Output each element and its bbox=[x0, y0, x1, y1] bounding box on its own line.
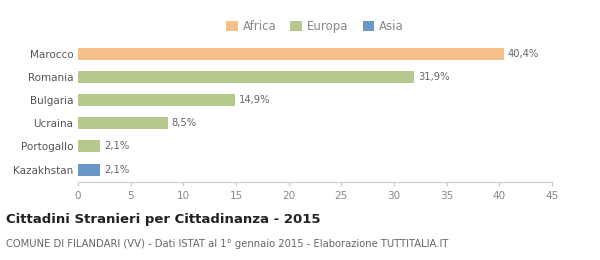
Text: 40,4%: 40,4% bbox=[508, 49, 539, 59]
Legend: Africa, Europa, Asia: Africa, Europa, Asia bbox=[226, 20, 404, 33]
Text: 2,1%: 2,1% bbox=[104, 141, 130, 152]
Bar bbox=[78, 48, 503, 60]
Bar bbox=[78, 140, 100, 153]
Bar bbox=[78, 164, 100, 176]
Bar bbox=[78, 94, 235, 106]
Text: 2,1%: 2,1% bbox=[104, 165, 130, 175]
Text: Cittadini Stranieri per Cittadinanza - 2015: Cittadini Stranieri per Cittadinanza - 2… bbox=[6, 213, 320, 226]
Text: 14,9%: 14,9% bbox=[239, 95, 271, 105]
Text: COMUNE DI FILANDARI (VV) - Dati ISTAT al 1° gennaio 2015 - Elaborazione TUTTITAL: COMUNE DI FILANDARI (VV) - Dati ISTAT al… bbox=[6, 239, 448, 249]
Bar bbox=[78, 71, 414, 83]
Text: 8,5%: 8,5% bbox=[172, 118, 197, 128]
Bar bbox=[78, 117, 167, 129]
Text: 31,9%: 31,9% bbox=[418, 72, 450, 82]
